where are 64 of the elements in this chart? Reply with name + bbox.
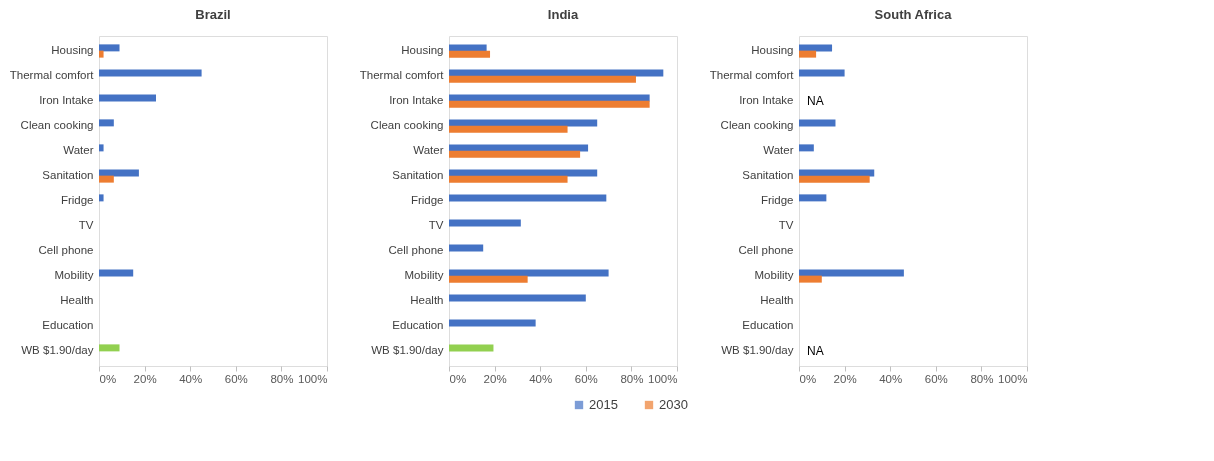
y-tick-label: Clean cooking [20,119,94,131]
y-tick-label: Clean cooking [720,119,794,131]
y-tick-label: Mobility [54,269,94,281]
y-tick-label: Sanitation [42,169,94,181]
x-tick-label: 100% [998,372,1028,385]
x-tick-label: 80% [970,372,994,385]
x-tick-label: 60% [224,372,248,385]
y-tick-label: Iron Intake [739,94,794,106]
chart-title: India [547,7,579,22]
y-tick-label: Clean cooking [370,119,444,131]
chart-title: South Africa [874,7,953,22]
x-tick-label: 40% [529,372,553,385]
text: NA [807,94,824,108]
y-tick-label: Health [410,294,444,306]
y-tick-label: Fridge [410,194,444,206]
y-tick-label: Fridge [760,194,794,206]
y-tick-label: WB $1.90/day [721,344,794,356]
legend-label: 2015 [589,397,618,412]
x-tick-label: 0% [449,372,467,385]
y-tick-label: Thermal comfort [9,69,95,81]
y-tick-label: Housing [401,44,444,56]
y-tick-label: Mobility [404,269,444,281]
y-tick-label: Education [742,319,794,331]
y-tick-label: Water [413,144,444,156]
y-tick-label: Sanitation [742,169,794,181]
y-tick-label: TV [78,219,94,231]
x-tick-label: 20% [483,372,507,385]
y-tick-label: Water [763,144,794,156]
y-tick-label: Health [760,294,794,306]
y-tick-label: Fridge [60,194,94,206]
x-tick-label: 80% [270,372,294,385]
x-tick-label: 20% [133,372,157,385]
x-tick-label: 80% [620,372,644,385]
text: NA [807,344,824,358]
x-tick-label: 40% [879,372,903,385]
y-tick-label: Thermal comfort [359,69,445,81]
y-tick-label: Mobility [754,269,794,281]
y-tick-label: TV [778,219,794,231]
x-tick-label: 60% [574,372,598,385]
y-tick-label: Thermal comfort [709,69,795,81]
x-tick-label: 40% [179,372,203,385]
x-tick-label: 0% [99,372,117,385]
x-tick-label: 0% [799,372,817,385]
x-tick-label: 100% [648,372,678,385]
x-tick-label: 100% [298,372,328,385]
y-tick-label: Cell phone [38,244,94,256]
y-tick-label: TV [428,219,444,231]
x-tick-label: 20% [833,372,857,385]
y-tick-label: WB $1.90/day [371,344,444,356]
y-tick-label: Cell phone [738,244,794,256]
y-tick-label: WB $1.90/day [21,344,94,356]
y-tick-label: Cell phone [388,244,444,256]
y-tick-label: Housing [751,44,794,56]
y-tick-label: Iron Intake [39,94,94,106]
y-tick-label: Iron Intake [389,94,444,106]
legend-label: 2030 [659,397,688,412]
y-tick-label: Education [42,319,94,331]
y-tick-label: Education [392,319,444,331]
chart-title: Brazil [195,7,231,22]
y-tick-label: Housing [51,44,94,56]
y-tick-label: Sanitation [392,169,444,181]
y-tick-label: Water [63,144,94,156]
y-tick-label: Health [60,294,94,306]
x-tick-label: 60% [924,372,948,385]
